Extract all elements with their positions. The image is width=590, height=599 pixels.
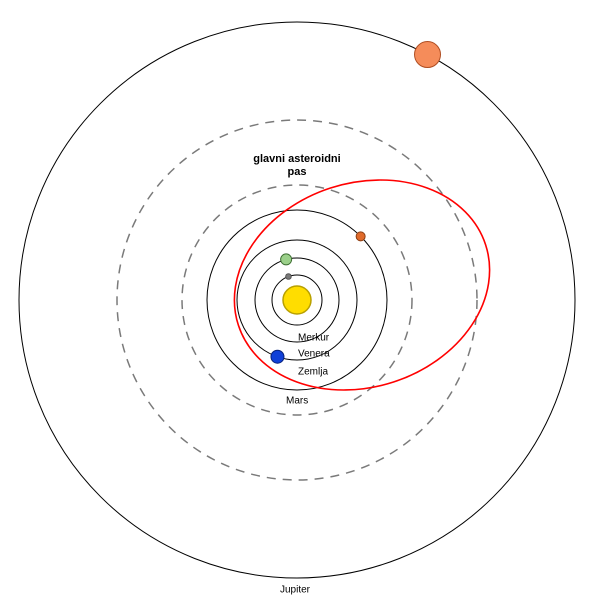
planet-mars: [356, 232, 365, 241]
planet-earth: [271, 350, 284, 363]
label-asteroid1: glavni asteroidni: [253, 153, 340, 165]
planet-venus: [281, 254, 292, 265]
planet-jupiter: [415, 42, 441, 68]
label-asteroid2: pas: [288, 166, 307, 178]
sun: [283, 286, 311, 314]
label-venus: Venera: [298, 349, 330, 360]
label-mercury: Merkur: [298, 333, 330, 344]
label-mars: Mars: [286, 396, 308, 407]
label-jupiter: Jupiter: [280, 585, 311, 596]
label-earth: Zemlja: [298, 367, 328, 378]
solar-system-diagram: Merkur Venera Zemlja Mars Jupiter glavni aste…: [0, 0, 590, 599]
planet-mercury: [286, 274, 292, 280]
